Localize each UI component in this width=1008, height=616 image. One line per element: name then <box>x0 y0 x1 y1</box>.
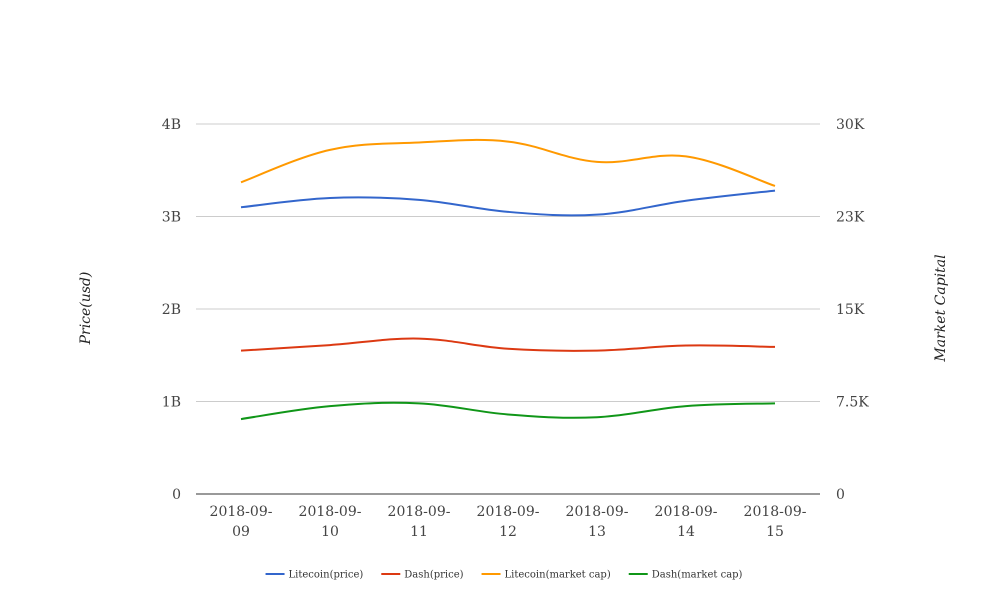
series-lines <box>240 138 776 421</box>
x-tick-label-part: 10 <box>321 524 339 540</box>
right-axis-title: Market Capital <box>933 254 949 362</box>
x-tick-label: 2018-09- 10 <box>299 504 362 540</box>
x-tick-label-part: 2018-09- <box>388 504 451 520</box>
x-tick-label: 2018-09- 13 <box>566 504 629 540</box>
x-tick-label: 2018-09- 11 <box>388 504 451 540</box>
x-tick-label-part: 13 <box>588 524 606 540</box>
axes: 01B2B3B4B07.5K15K23K30K2018-09-092018-09… <box>162 117 869 540</box>
gridlines <box>196 123 820 402</box>
left-tick-label: 0 <box>172 487 181 503</box>
x-tick-label-part: 11 <box>410 524 428 540</box>
right-tick-label: 15K <box>836 302 865 318</box>
legend: Litecoin(price) Dash(price) Litecoin(marke… <box>265 570 743 581</box>
series-line-litecoin-market-cap <box>240 138 776 187</box>
x-tick-label: 2018-09- 15 <box>744 504 807 540</box>
right-tick-label: 0 <box>836 487 845 503</box>
left-tick-label: 1B <box>162 395 181 411</box>
x-tick-label-part: 2018-09- <box>655 504 718 520</box>
x-tick-label-part: 2018-09- <box>477 504 540 520</box>
x-tick-label: 2018-09- 12 <box>477 504 540 540</box>
legend-label-litecoin-price: Litecoin(price) <box>289 570 364 581</box>
left-tick-label: 3B <box>162 210 181 226</box>
x-tick-label-part: 14 <box>677 524 695 540</box>
legend-label-dash-market-cap: Dash(market cap) <box>652 570 743 581</box>
series-line-dash-price <box>240 337 776 352</box>
series-line-litecoin-price <box>240 189 776 217</box>
left-tick-label: 2B <box>162 302 181 318</box>
right-tick-label: 23K <box>836 210 865 226</box>
x-tick-label-part: 2018-09- <box>299 504 362 520</box>
left-axis-title: Price(usd) <box>78 272 94 346</box>
x-tick-label-part: 2018-09- <box>210 504 273 520</box>
series-line-dash-market-cap <box>240 401 776 421</box>
x-tick-label: 2018-09- 14 <box>655 504 718 540</box>
x-tick-label-part: 2018-09- <box>566 504 629 520</box>
right-tick-label: 30K <box>836 117 865 133</box>
legend-label-dash-price: Dash(price) <box>404 570 463 581</box>
right-tick-label: 7.5K <box>836 395 869 411</box>
x-tick-label-part: 15 <box>766 524 784 540</box>
x-tick-label-part: 09 <box>232 524 250 540</box>
x-tick-label-part: 12 <box>499 524 517 540</box>
x-tick-label: 2018-09- 09 <box>210 504 273 540</box>
left-tick-label: 4B <box>162 117 181 133</box>
legend-label-litecoin-market-cap: Litecoin(market cap) <box>505 570 611 581</box>
x-tick-label-part: 2018-09- <box>744 504 807 520</box>
